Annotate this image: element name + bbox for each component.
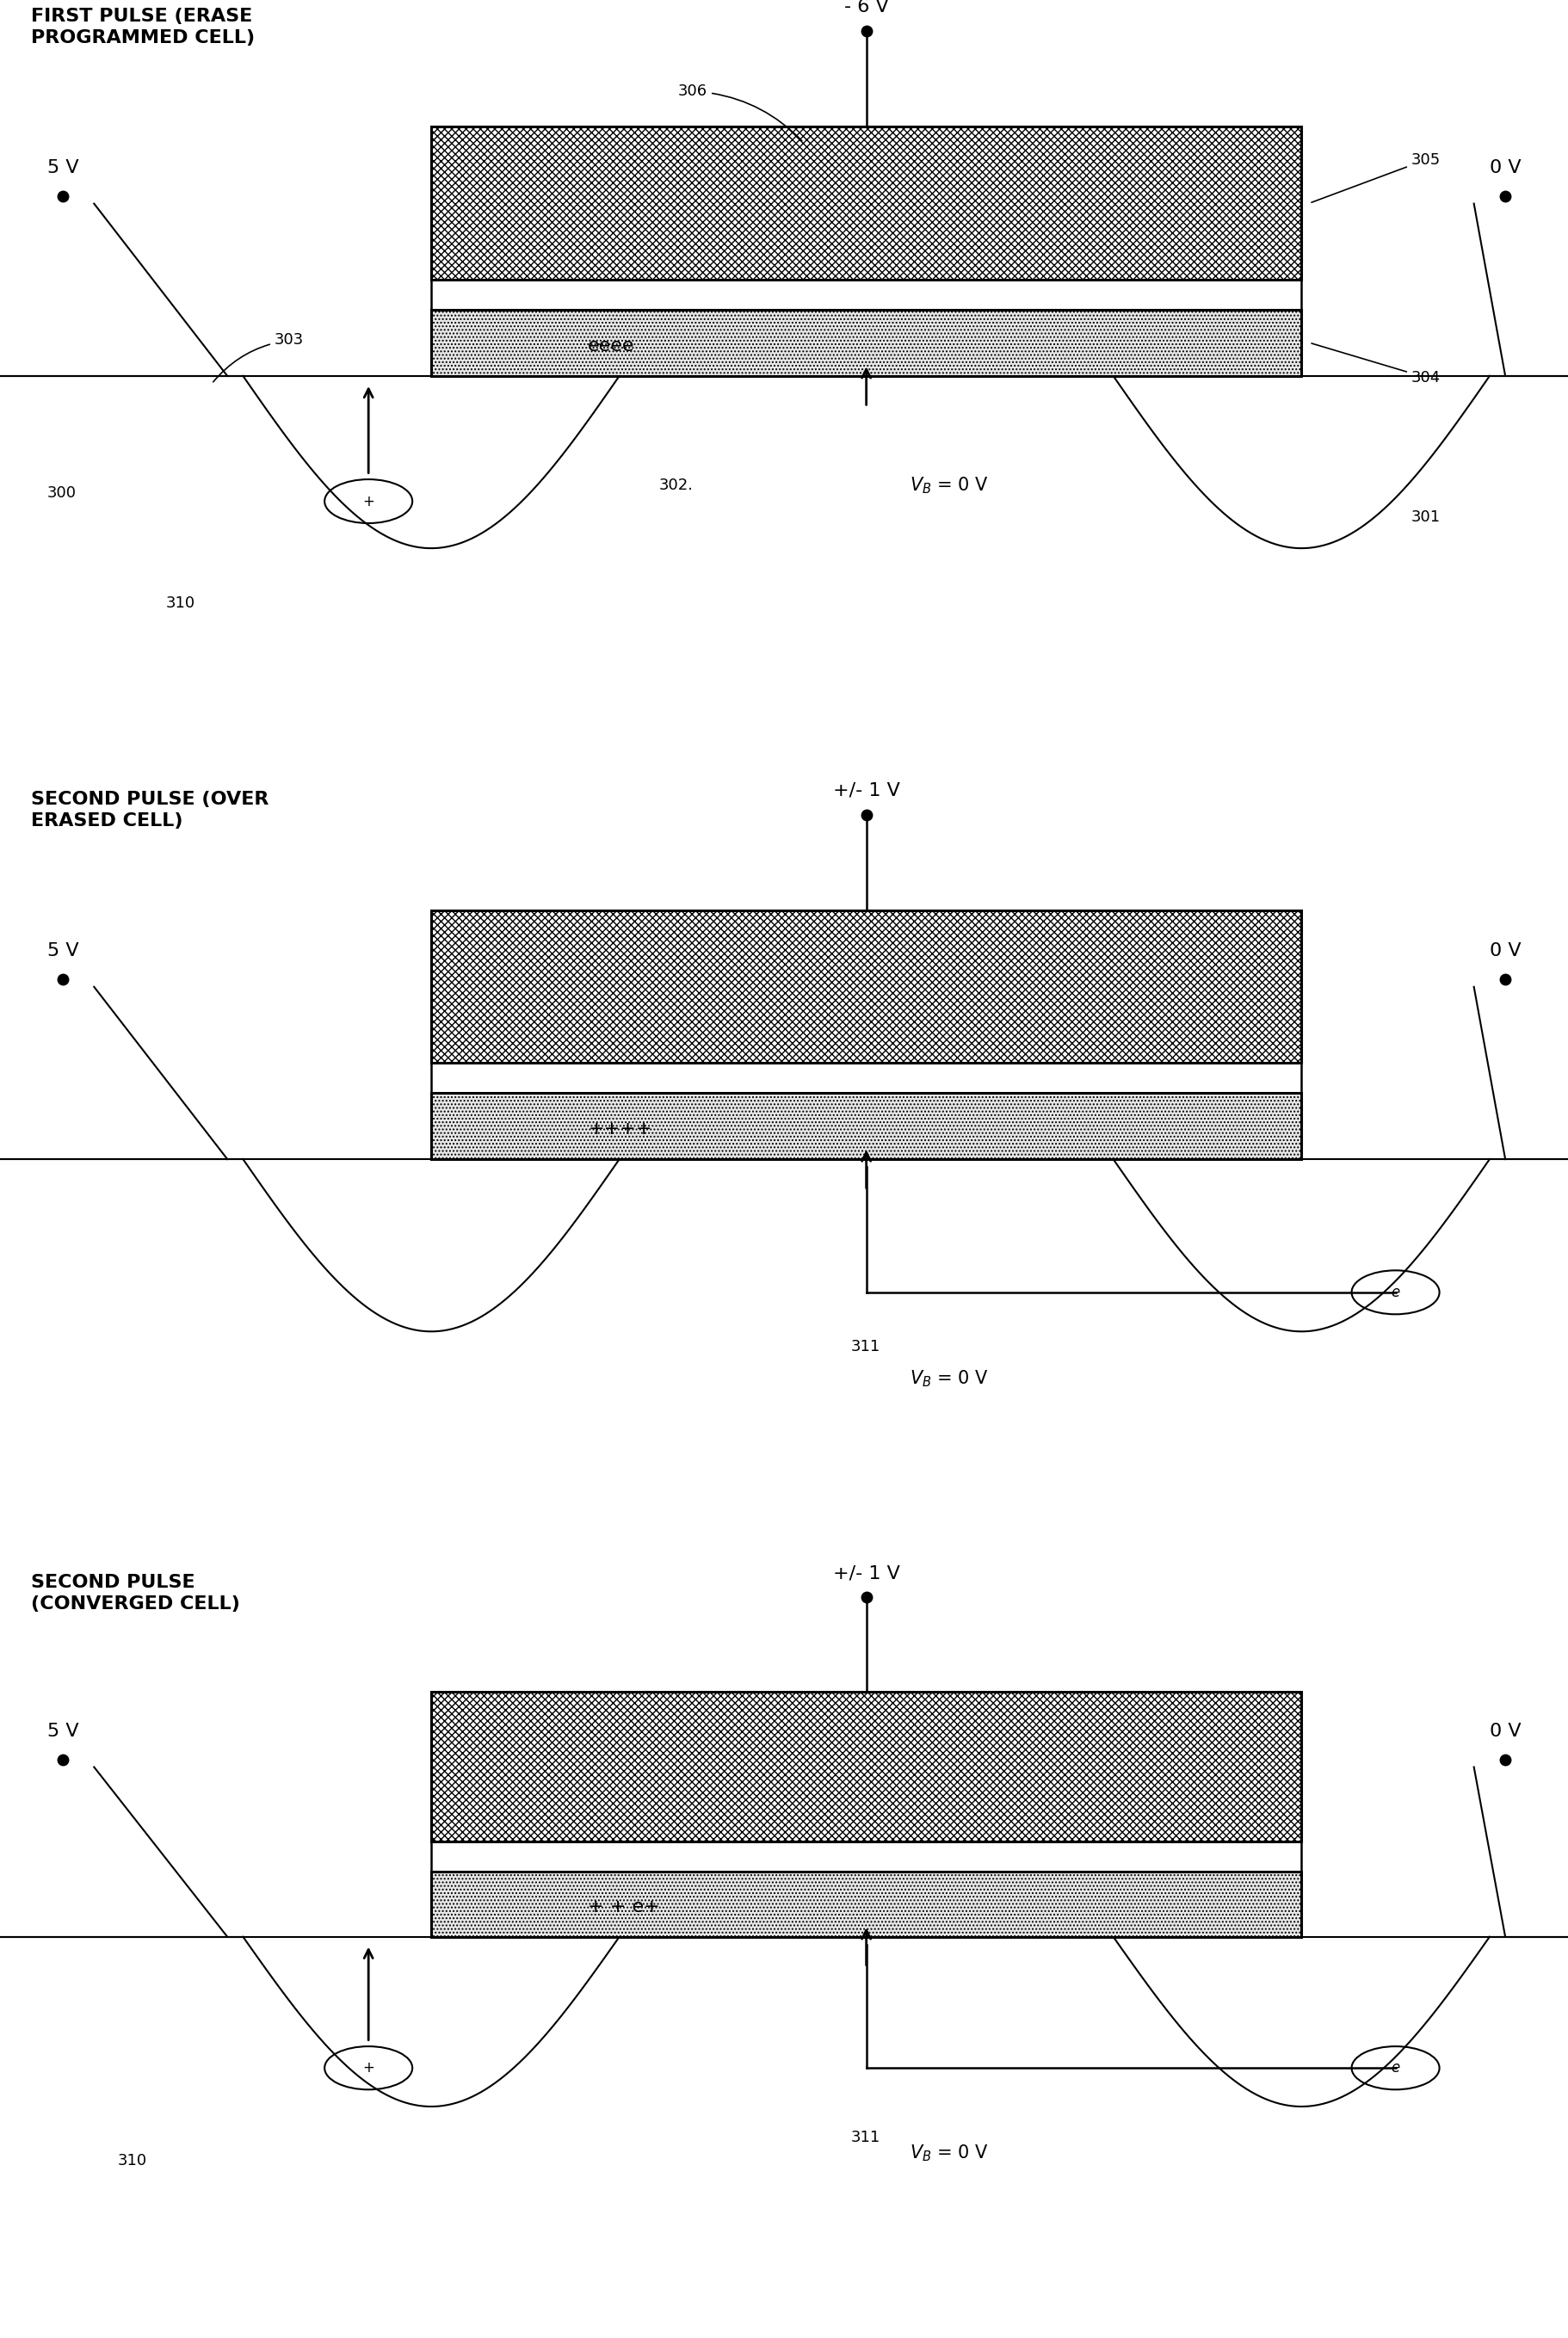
- Text: ++++: ++++: [588, 1120, 652, 1139]
- Text: 5 V: 5 V: [47, 942, 78, 959]
- Text: 304: 304: [1311, 344, 1441, 386]
- Text: 5 V: 5 V: [47, 159, 78, 175]
- Text: 0 V: 0 V: [1490, 942, 1521, 959]
- Text: $V_B$ = 0 V: $V_B$ = 0 V: [909, 1368, 988, 1389]
- Text: 0 V: 0 V: [1490, 159, 1521, 175]
- Bar: [431, 309, 1301, 376]
- Text: $V_B$ = 0 V: $V_B$ = 0 V: [909, 475, 988, 496]
- Bar: [431, 1092, 1301, 1160]
- Text: 5 V: 5 V: [47, 1723, 78, 1739]
- Text: 301: 301: [1411, 510, 1441, 524]
- Text: eeee: eeee: [588, 337, 635, 355]
- Text: 310: 310: [166, 596, 194, 610]
- Text: +/- 1 V: +/- 1 V: [833, 781, 900, 800]
- Text: 306: 306: [677, 84, 801, 140]
- Text: FIRST PULSE (ERASE
PROGRAMMED CELL): FIRST PULSE (ERASE PROGRAMMED CELL): [31, 7, 256, 47]
- Text: +/- 1 V: +/- 1 V: [833, 1564, 900, 1583]
- Text: 311: 311: [850, 2130, 880, 2146]
- Text: e: e: [1391, 1284, 1400, 1300]
- Text: +: +: [362, 493, 375, 510]
- Bar: [431, 126, 1301, 281]
- Text: 0 V: 0 V: [1490, 1723, 1521, 1739]
- Text: $V_B$ = 0 V: $V_B$ = 0 V: [909, 2142, 988, 2163]
- Text: 305: 305: [1311, 152, 1441, 203]
- Bar: [431, 1870, 1301, 1936]
- Text: 310: 310: [118, 2153, 147, 2167]
- Text: 300: 300: [47, 486, 77, 500]
- Text: e: e: [1391, 2060, 1400, 2076]
- Bar: [431, 909, 1301, 1064]
- Text: + + e+: + + e+: [588, 1898, 660, 1915]
- Text: 302.: 302.: [659, 477, 693, 493]
- Text: - 6 V: - 6 V: [844, 0, 889, 16]
- Text: SECOND PULSE (OVER
ERASED CELL): SECOND PULSE (OVER ERASED CELL): [31, 790, 270, 830]
- Text: 311: 311: [850, 1340, 880, 1354]
- Bar: [431, 1690, 1301, 1842]
- Text: SECOND PULSE
(CONVERGED CELL): SECOND PULSE (CONVERGED CELL): [31, 1573, 240, 1613]
- Text: 303: 303: [213, 332, 304, 381]
- Text: +: +: [362, 2060, 375, 2076]
